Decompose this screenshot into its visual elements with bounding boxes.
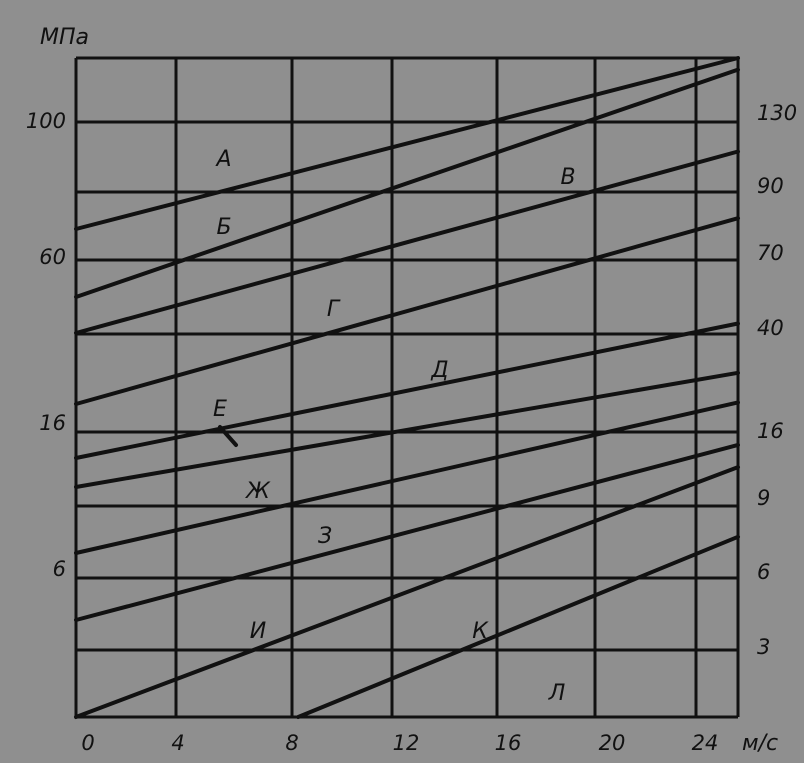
curve-label-d: Д <box>430 358 448 383</box>
curve-label-a: А <box>214 147 231 172</box>
curve-label-zh: Ж <box>244 479 271 504</box>
curve-label-v: В <box>560 165 575 190</box>
x-tick-4: 4 <box>171 731 184 755</box>
y-right-tick-40: 40 <box>757 316 784 340</box>
x-tick-8: 8 <box>285 731 298 755</box>
y-axis-label: МПа <box>40 25 89 50</box>
curve-label-k: К <box>472 619 489 644</box>
series-group <box>74 56 740 719</box>
grid <box>74 56 740 719</box>
x-axis-label: м/с <box>742 731 778 756</box>
series-line-6 <box>74 370 740 489</box>
series-line-9 <box>74 465 740 719</box>
series-line-4 <box>74 216 740 406</box>
x-tick-20: 20 <box>599 731 626 755</box>
series-line-8 <box>74 442 740 622</box>
x-tick-24: 24 <box>692 731 719 755</box>
y-right-tick-3: 3 <box>757 635 770 659</box>
series-line-3 <box>74 149 740 335</box>
y-right-tick-9: 9 <box>757 486 770 510</box>
curve-label-i: И <box>250 619 266 644</box>
curve-label-l: Л <box>548 681 566 706</box>
y-right-tick-16: 16 <box>757 419 784 443</box>
series-line-1 <box>74 56 740 231</box>
curve-label-g: Г <box>327 297 341 322</box>
series-line-7 <box>74 400 740 555</box>
curve-label-z: З <box>318 524 332 549</box>
curve-label-e-leader <box>218 425 238 447</box>
y-right-tick-70: 70 <box>757 241 784 265</box>
y-left-tick-100: 100 <box>26 109 66 133</box>
y-right-tick-90: 90 <box>757 174 784 198</box>
y-right-tick-130: 130 <box>757 101 797 125</box>
x-tick-16: 16 <box>495 731 522 755</box>
y-left-tick-60: 60 <box>39 245 66 269</box>
y-left-tick-16: 16 <box>39 411 66 435</box>
x-tick-12: 12 <box>393 731 420 755</box>
x-tick-0: 0 <box>81 731 94 755</box>
y-left-tick-6: 6 <box>53 557 66 581</box>
curve-label-b: Б <box>216 215 231 240</box>
series-line-2 <box>74 67 740 299</box>
curve-label-e: Е <box>213 397 227 422</box>
series-line-5 <box>74 321 740 460</box>
series-line-10 <box>296 534 740 719</box>
y-right-tick-6: 6 <box>757 560 770 584</box>
